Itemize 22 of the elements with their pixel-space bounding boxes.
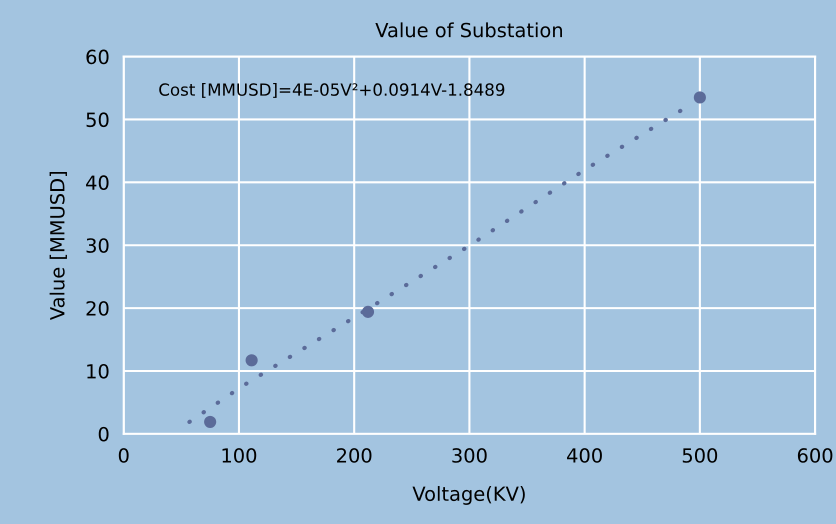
y-tick-label: 10 bbox=[87, 364, 109, 379]
y-tick-label: 0 bbox=[98, 426, 109, 442]
point bbox=[694, 91, 706, 104]
x-tick-label: 500 bbox=[682, 448, 718, 463]
x-tick-label: 300 bbox=[452, 448, 487, 463]
x-tick-label: 600 bbox=[798, 448, 832, 463]
y-tick-label: 40 bbox=[86, 175, 109, 190]
point bbox=[362, 306, 374, 318]
x-axis-title: Voltage(KV) bbox=[412, 486, 525, 505]
x-tick-label: 100 bbox=[222, 448, 256, 463]
x-tick-label: 0 bbox=[118, 448, 129, 463]
y-tick-label: 20 bbox=[86, 301, 109, 316]
chart-title: Value of Substation bbox=[375, 22, 562, 38]
y-tick-label: 30 bbox=[86, 238, 109, 253]
y-tick-label: 50 bbox=[86, 112, 109, 128]
point bbox=[204, 416, 216, 428]
x-tick-label: 400 bbox=[567, 448, 602, 463]
annotation: Cost [MMUSD]=4E-05V²+0.0914V-1.8489 bbox=[159, 83, 504, 98]
point bbox=[246, 354, 258, 366]
y-tick-label: 60 bbox=[86, 50, 109, 64]
y-axis-title: Value [MMUSD] bbox=[50, 172, 67, 320]
x-tick-label: 200 bbox=[337, 448, 372, 463]
